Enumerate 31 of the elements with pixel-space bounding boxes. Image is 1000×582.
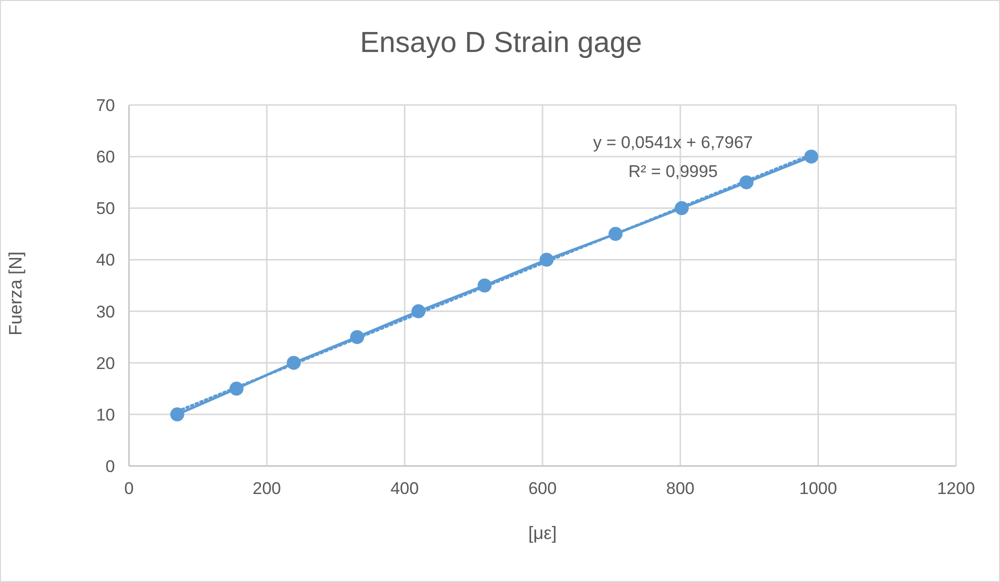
point: [286, 356, 301, 370]
point: [674, 201, 689, 216]
y-tick-label: 50: [96, 199, 115, 218]
annotation: y = 0,0541x + 6,7967: [593, 133, 753, 153]
chart-title: Ensayo D Strain gage: [358, 27, 644, 60]
y-tick-label: 20: [96, 354, 115, 373]
point: [350, 330, 364, 344]
y-axis-title: Fuerza [N]: [5, 251, 26, 336]
y-tick-label: 0: [106, 457, 115, 476]
point: [739, 175, 754, 190]
y-tick-label: 40: [96, 250, 115, 270]
y-tick-label: 10: [96, 405, 115, 424]
x-axis-title: [με]: [528, 522, 557, 543]
x-tick-label: 600: [528, 479, 557, 498]
x-tick-label: 1000: [799, 479, 838, 498]
point: [804, 150, 818, 164]
x-tick-label: 200: [252, 479, 282, 498]
y-tick-label: 70: [96, 96, 115, 116]
y-tick-label: 30: [96, 302, 115, 322]
point: [411, 304, 426, 318]
point: [230, 382, 244, 396]
point: [540, 252, 554, 267]
point: [478, 278, 492, 292]
annotation: R² = 0,9995: [628, 162, 718, 182]
point: [608, 226, 623, 241]
x-tick-label: 400: [390, 479, 419, 498]
x-tick-label: 0: [124, 479, 134, 498]
x-tick-label: 800: [666, 479, 695, 498]
point: [170, 407, 184, 422]
y-tick-label: 60: [96, 148, 115, 167]
x-tick-label: 1200: [937, 479, 975, 498]
